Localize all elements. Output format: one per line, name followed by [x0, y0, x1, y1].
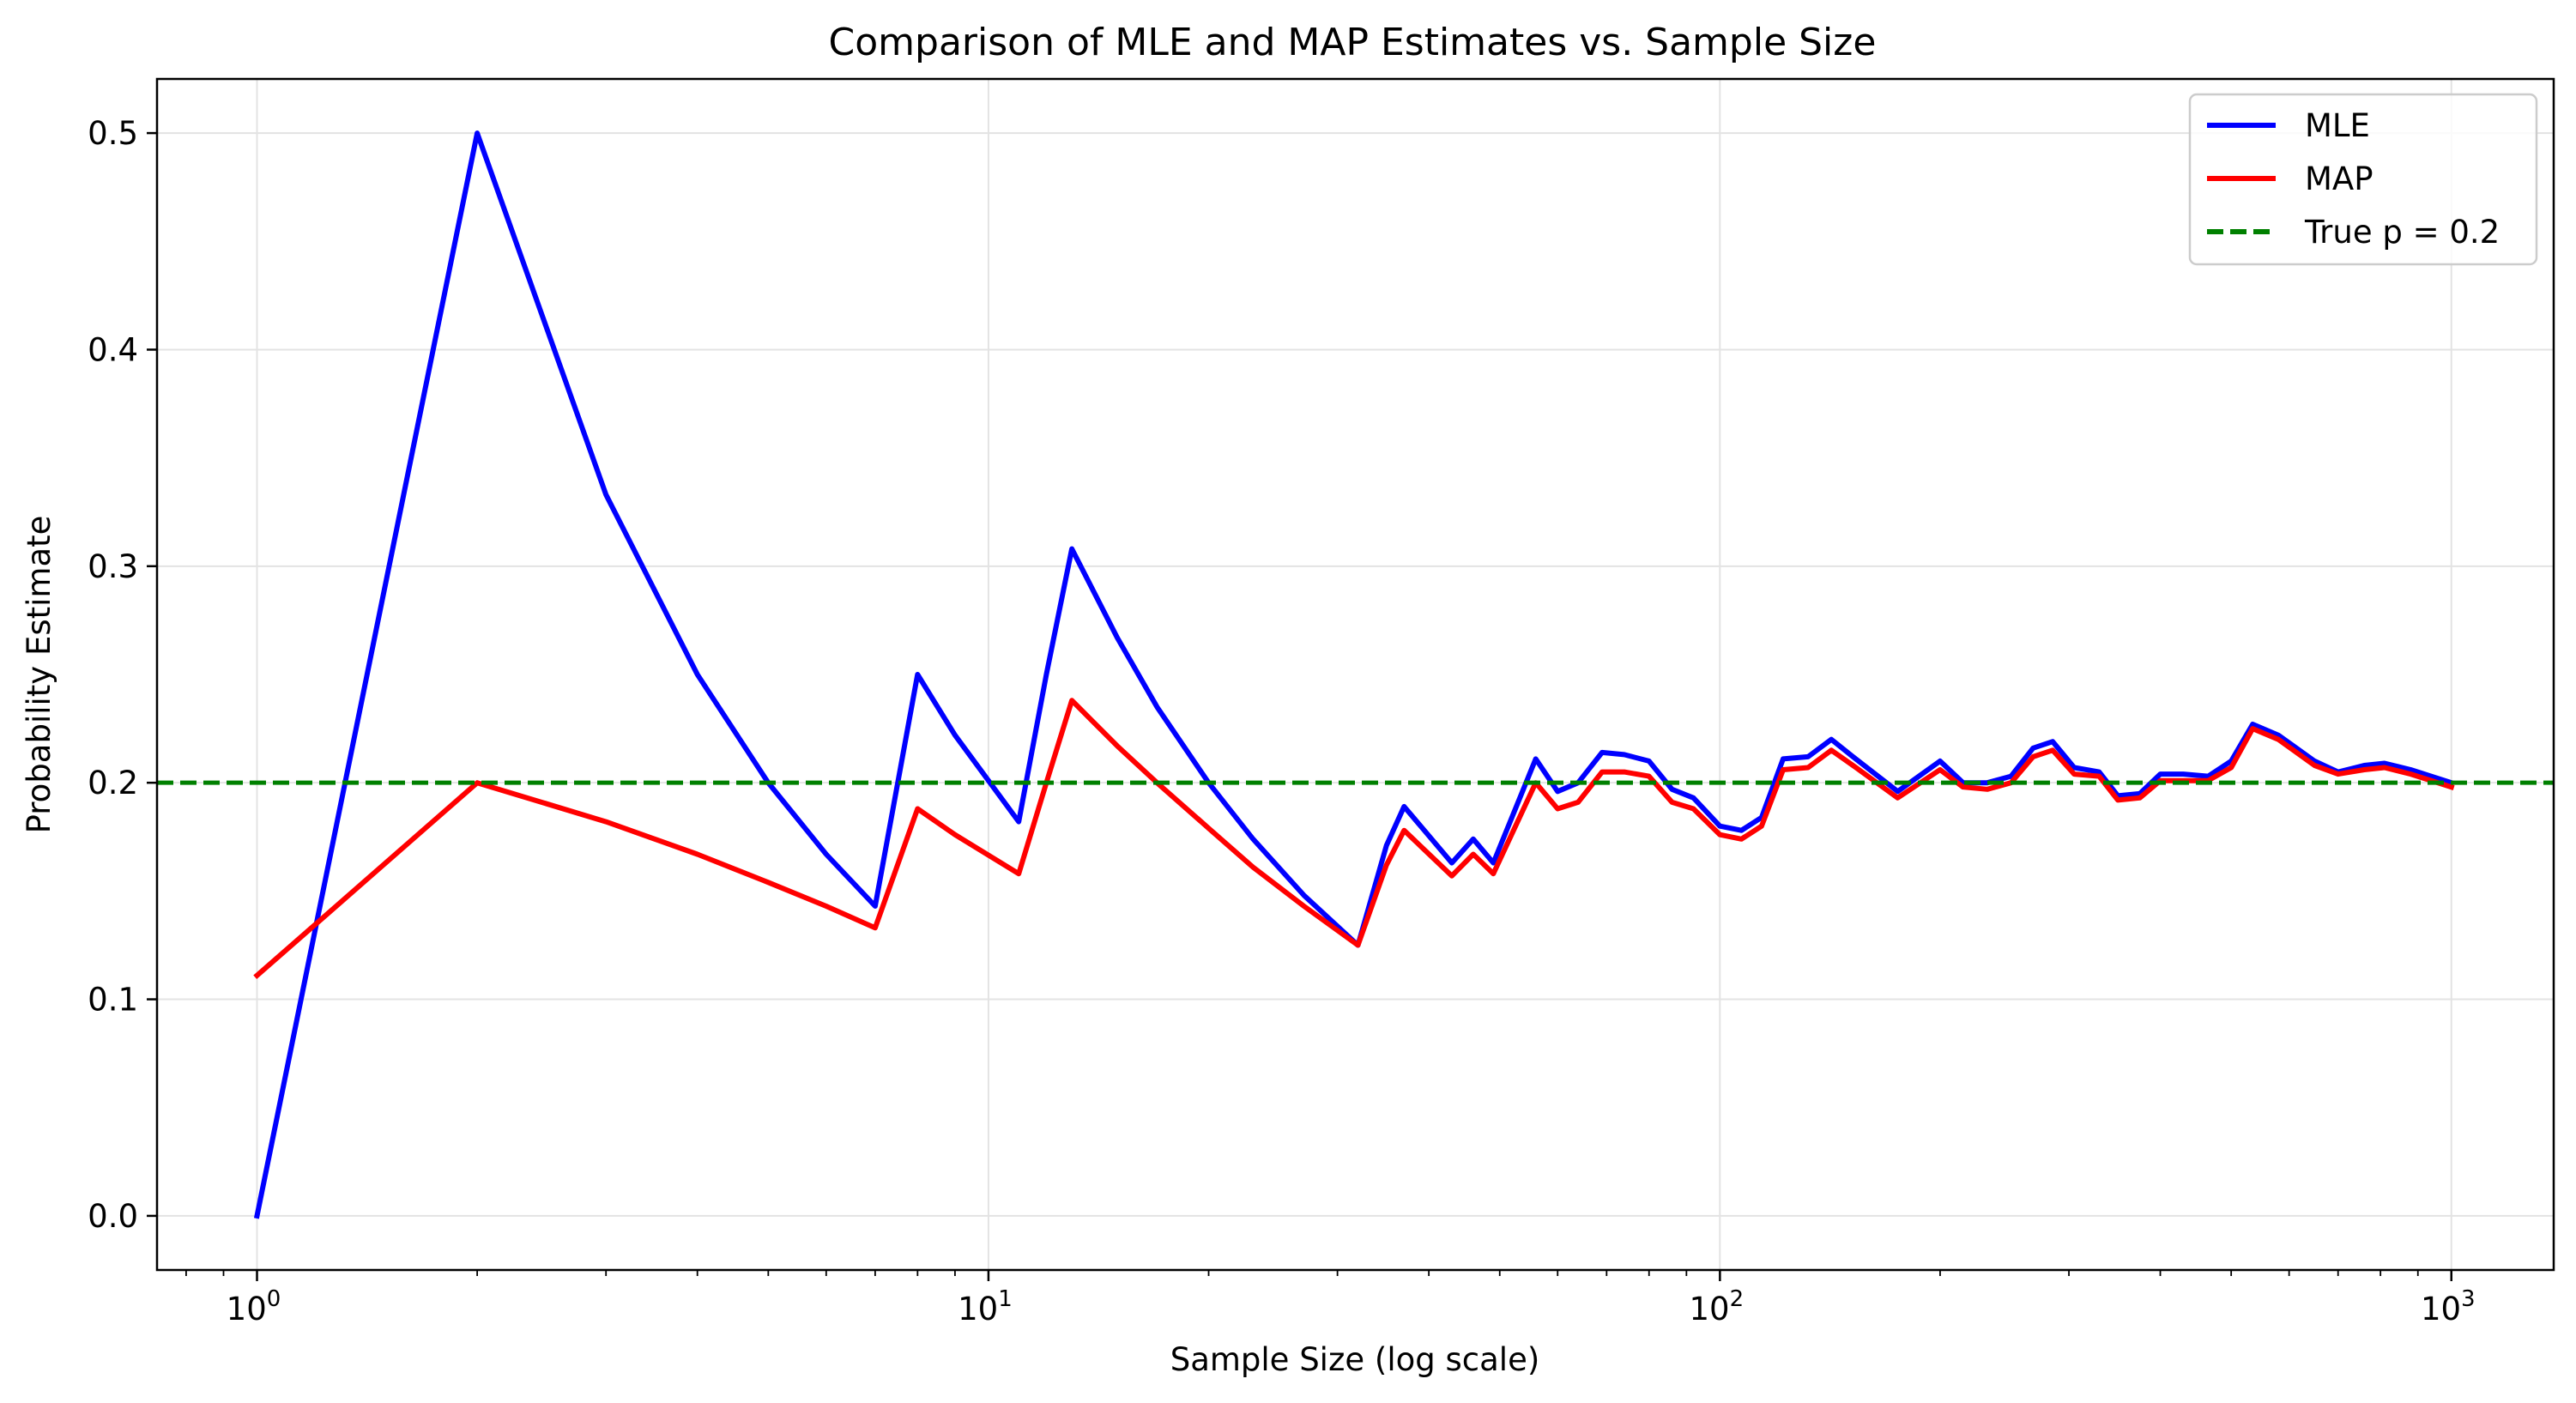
y-tick-label: 0.4: [88, 331, 138, 368]
x-tick-label-exponent: 0: [267, 1286, 281, 1312]
series-line-mle: [253, 130, 2455, 1219]
x-tick-label: 103: [2421, 1286, 2476, 1327]
x-tick-label-base: 10: [2421, 1291, 2461, 1327]
legend-label: True p = 0.2: [2304, 214, 2500, 251]
x-tick-label-base: 10: [958, 1291, 998, 1327]
x-axis-title: Sample Size (log scale): [1170, 1341, 1540, 1378]
y-axis-title: Probability Estimate: [21, 516, 57, 834]
x-tick-label-exponent: 1: [998, 1286, 1013, 1312]
y-tick-label: 0.1: [88, 982, 138, 1019]
x-tick-label-exponent: 2: [1730, 1286, 1745, 1312]
legend: MLE MAP True p = 0.2: [2188, 93, 2538, 266]
series-layer: [157, 130, 2554, 1219]
legend-label: MAP: [2305, 160, 2373, 197]
x-tick-label: 101: [958, 1286, 1013, 1327]
x-tick-label: 100: [227, 1286, 281, 1327]
y-tick-label: 0.3: [88, 548, 138, 585]
x-tick-label-exponent: 3: [2461, 1286, 2476, 1312]
y-tick-label: 0.2: [88, 765, 138, 801]
x-tick-label-base: 10: [1690, 1291, 1730, 1327]
legend-label: MLE: [2305, 107, 2370, 144]
y-tick-label: 0.5: [88, 115, 138, 152]
x-tick-label: 102: [1690, 1286, 1745, 1327]
chart-title: Comparison of MLE and MAP Estimates vs. …: [829, 21, 1877, 64]
x-tick-label-base: 10: [227, 1291, 267, 1327]
y-tick-label: 0.0: [88, 1198, 138, 1235]
legend-box: [2188, 93, 2538, 266]
plot-frame: [155, 77, 2555, 1272]
